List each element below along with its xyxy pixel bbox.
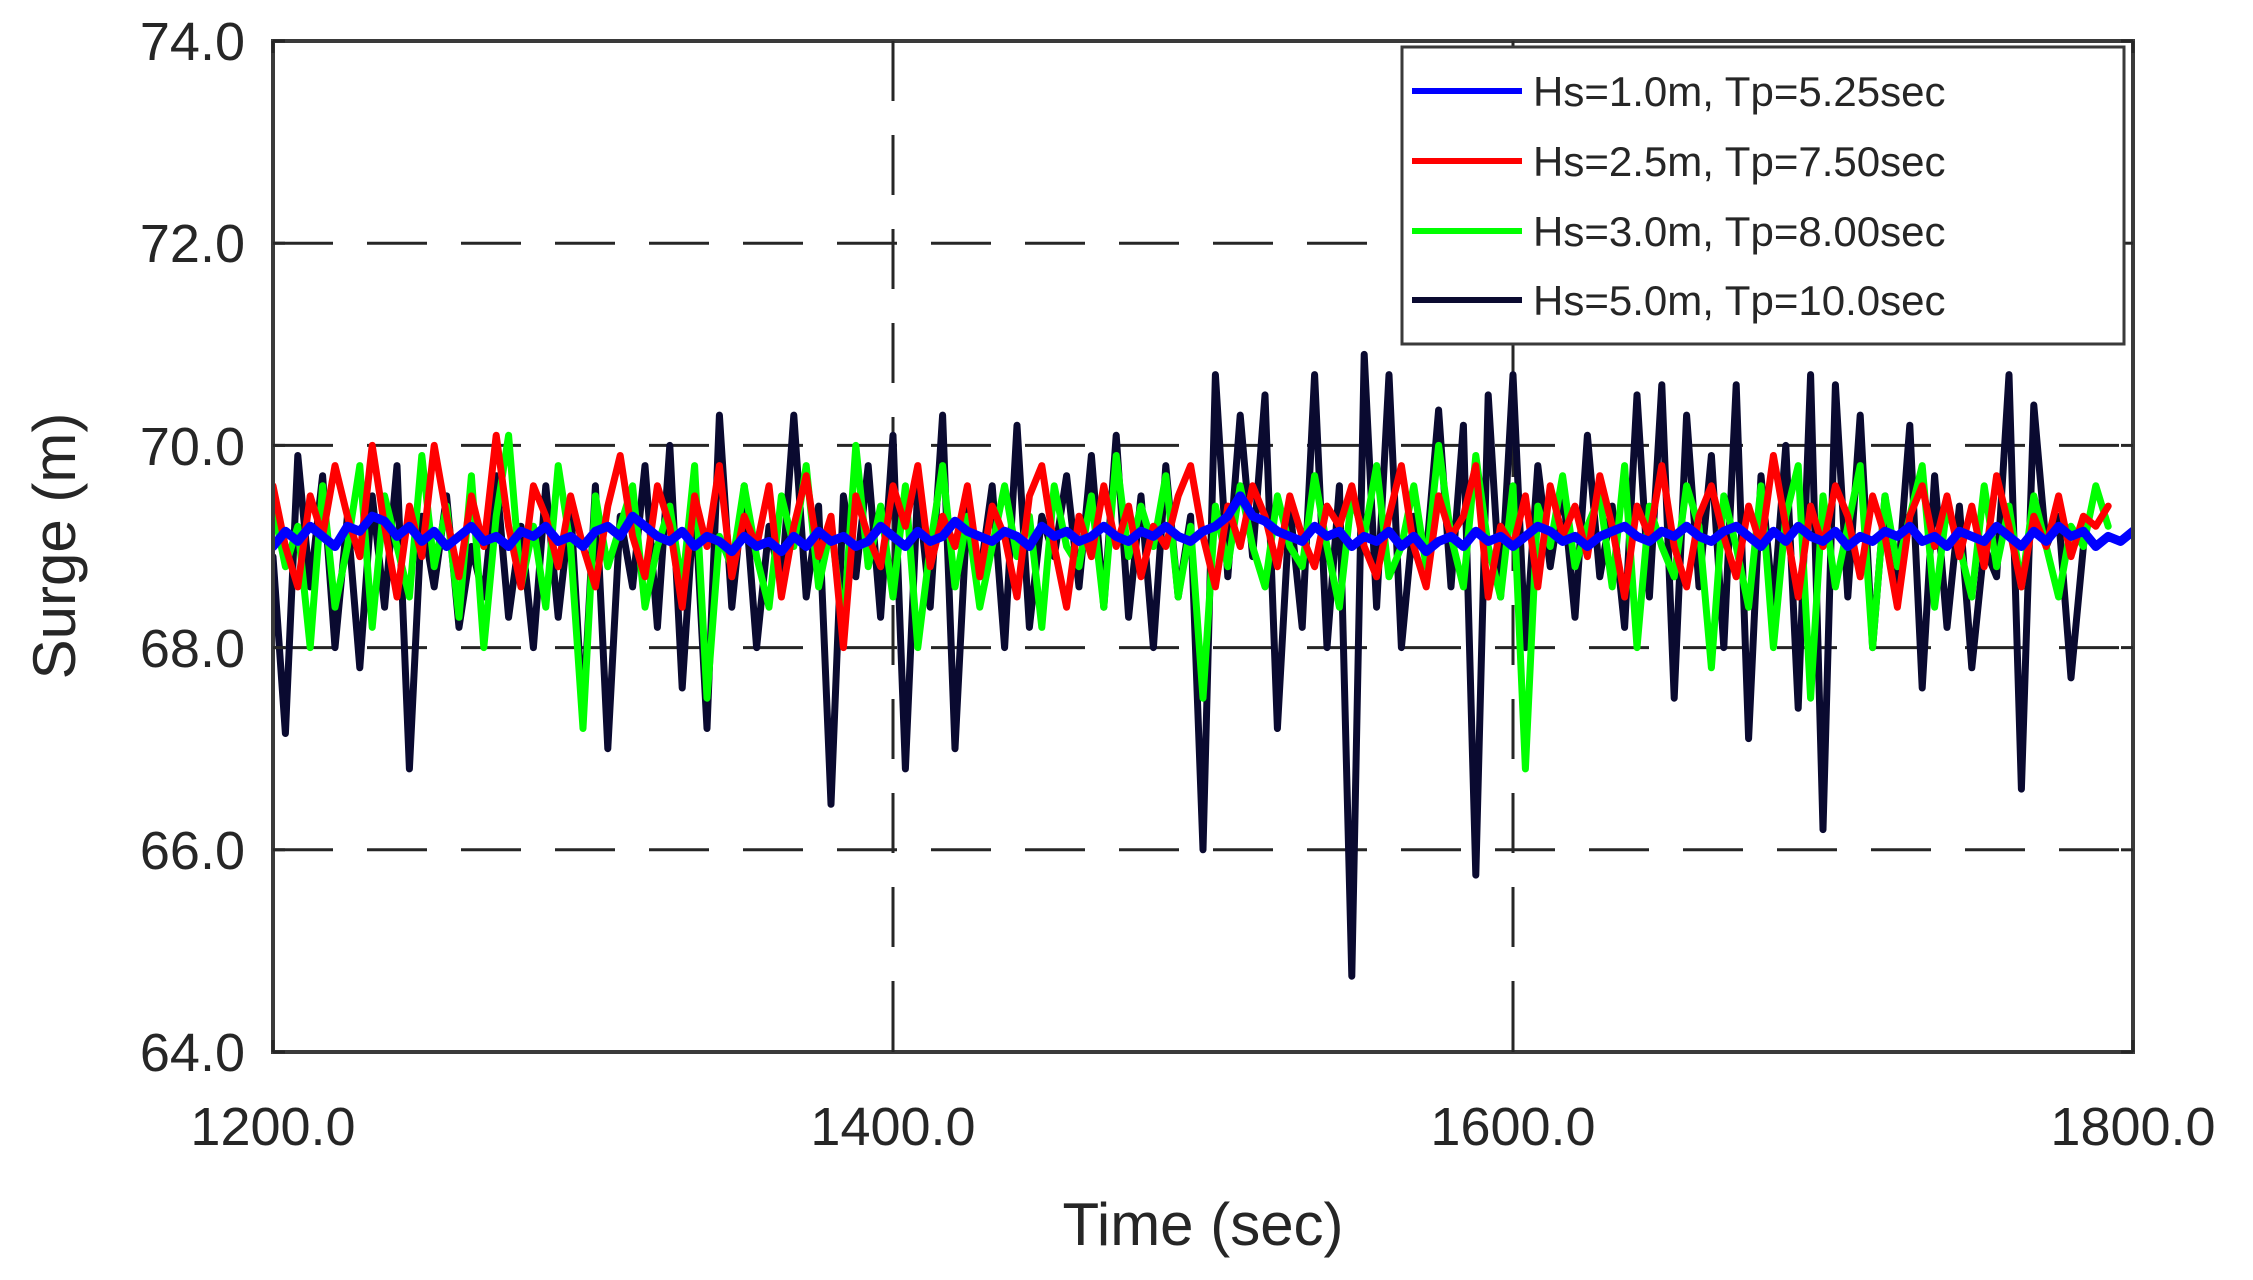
legend-box <box>1400 45 2126 346</box>
legend-label: Hs=5.0m, Tp=10.0sec <box>1533 277 1945 324</box>
x-tick-label: 1200.0 <box>190 1097 355 1157</box>
y-tick-label: 66.0 <box>140 821 245 881</box>
x-tick-label: 1800.0 <box>2050 1097 2215 1157</box>
legend-item: Hs=3.0m, Tp=8.00sec <box>1412 208 1945 255</box>
legend-item: Hs=5.0m, Tp=10.0sec <box>1412 277 1945 324</box>
y-tick-labels: 74.0 72.0 70.0 68.0 66.0 64.0 <box>140 12 245 1083</box>
x-tick-label: 1400.0 <box>810 1097 975 1157</box>
y-tick-label: 68.0 <box>140 619 245 679</box>
legend-item: Hs=2.5m, Tp=7.50sec <box>1412 138 1945 185</box>
y-axis-title: Surge (m) <box>21 413 88 680</box>
series-line-1 <box>273 431 2112 652</box>
axes-box <box>271 39 2135 1054</box>
x-tick-label: 1600.0 <box>1430 1097 1595 1157</box>
data-series <box>273 350 2133 980</box>
series-line-0 <box>273 491 2133 557</box>
y-tick-label: 64.0 <box>140 1023 245 1083</box>
y-tick-label: 70.0 <box>140 417 245 477</box>
x-axis-title: Time (sec) <box>1062 1191 1343 1258</box>
y-tick-label: 74.0 <box>140 12 245 72</box>
legend: Hs=1.0m, Tp=5.25sec Hs=2.5m, Tp=7.50sec … <box>1400 45 2126 346</box>
legend-label: Hs=3.0m, Tp=8.00sec <box>1533 208 1945 255</box>
legend-item: Hs=1.0m, Tp=5.25sec <box>1412 68 1945 115</box>
legend-label: Hs=2.5m, Tp=7.50sec <box>1533 138 1945 185</box>
y-tick-label: 72.0 <box>140 214 245 274</box>
legend-label: Hs=1.0m, Tp=5.25sec <box>1533 68 1945 115</box>
x-tick-labels: 1200.0 1400.0 1600.0 1800.0 <box>190 1097 2215 1157</box>
